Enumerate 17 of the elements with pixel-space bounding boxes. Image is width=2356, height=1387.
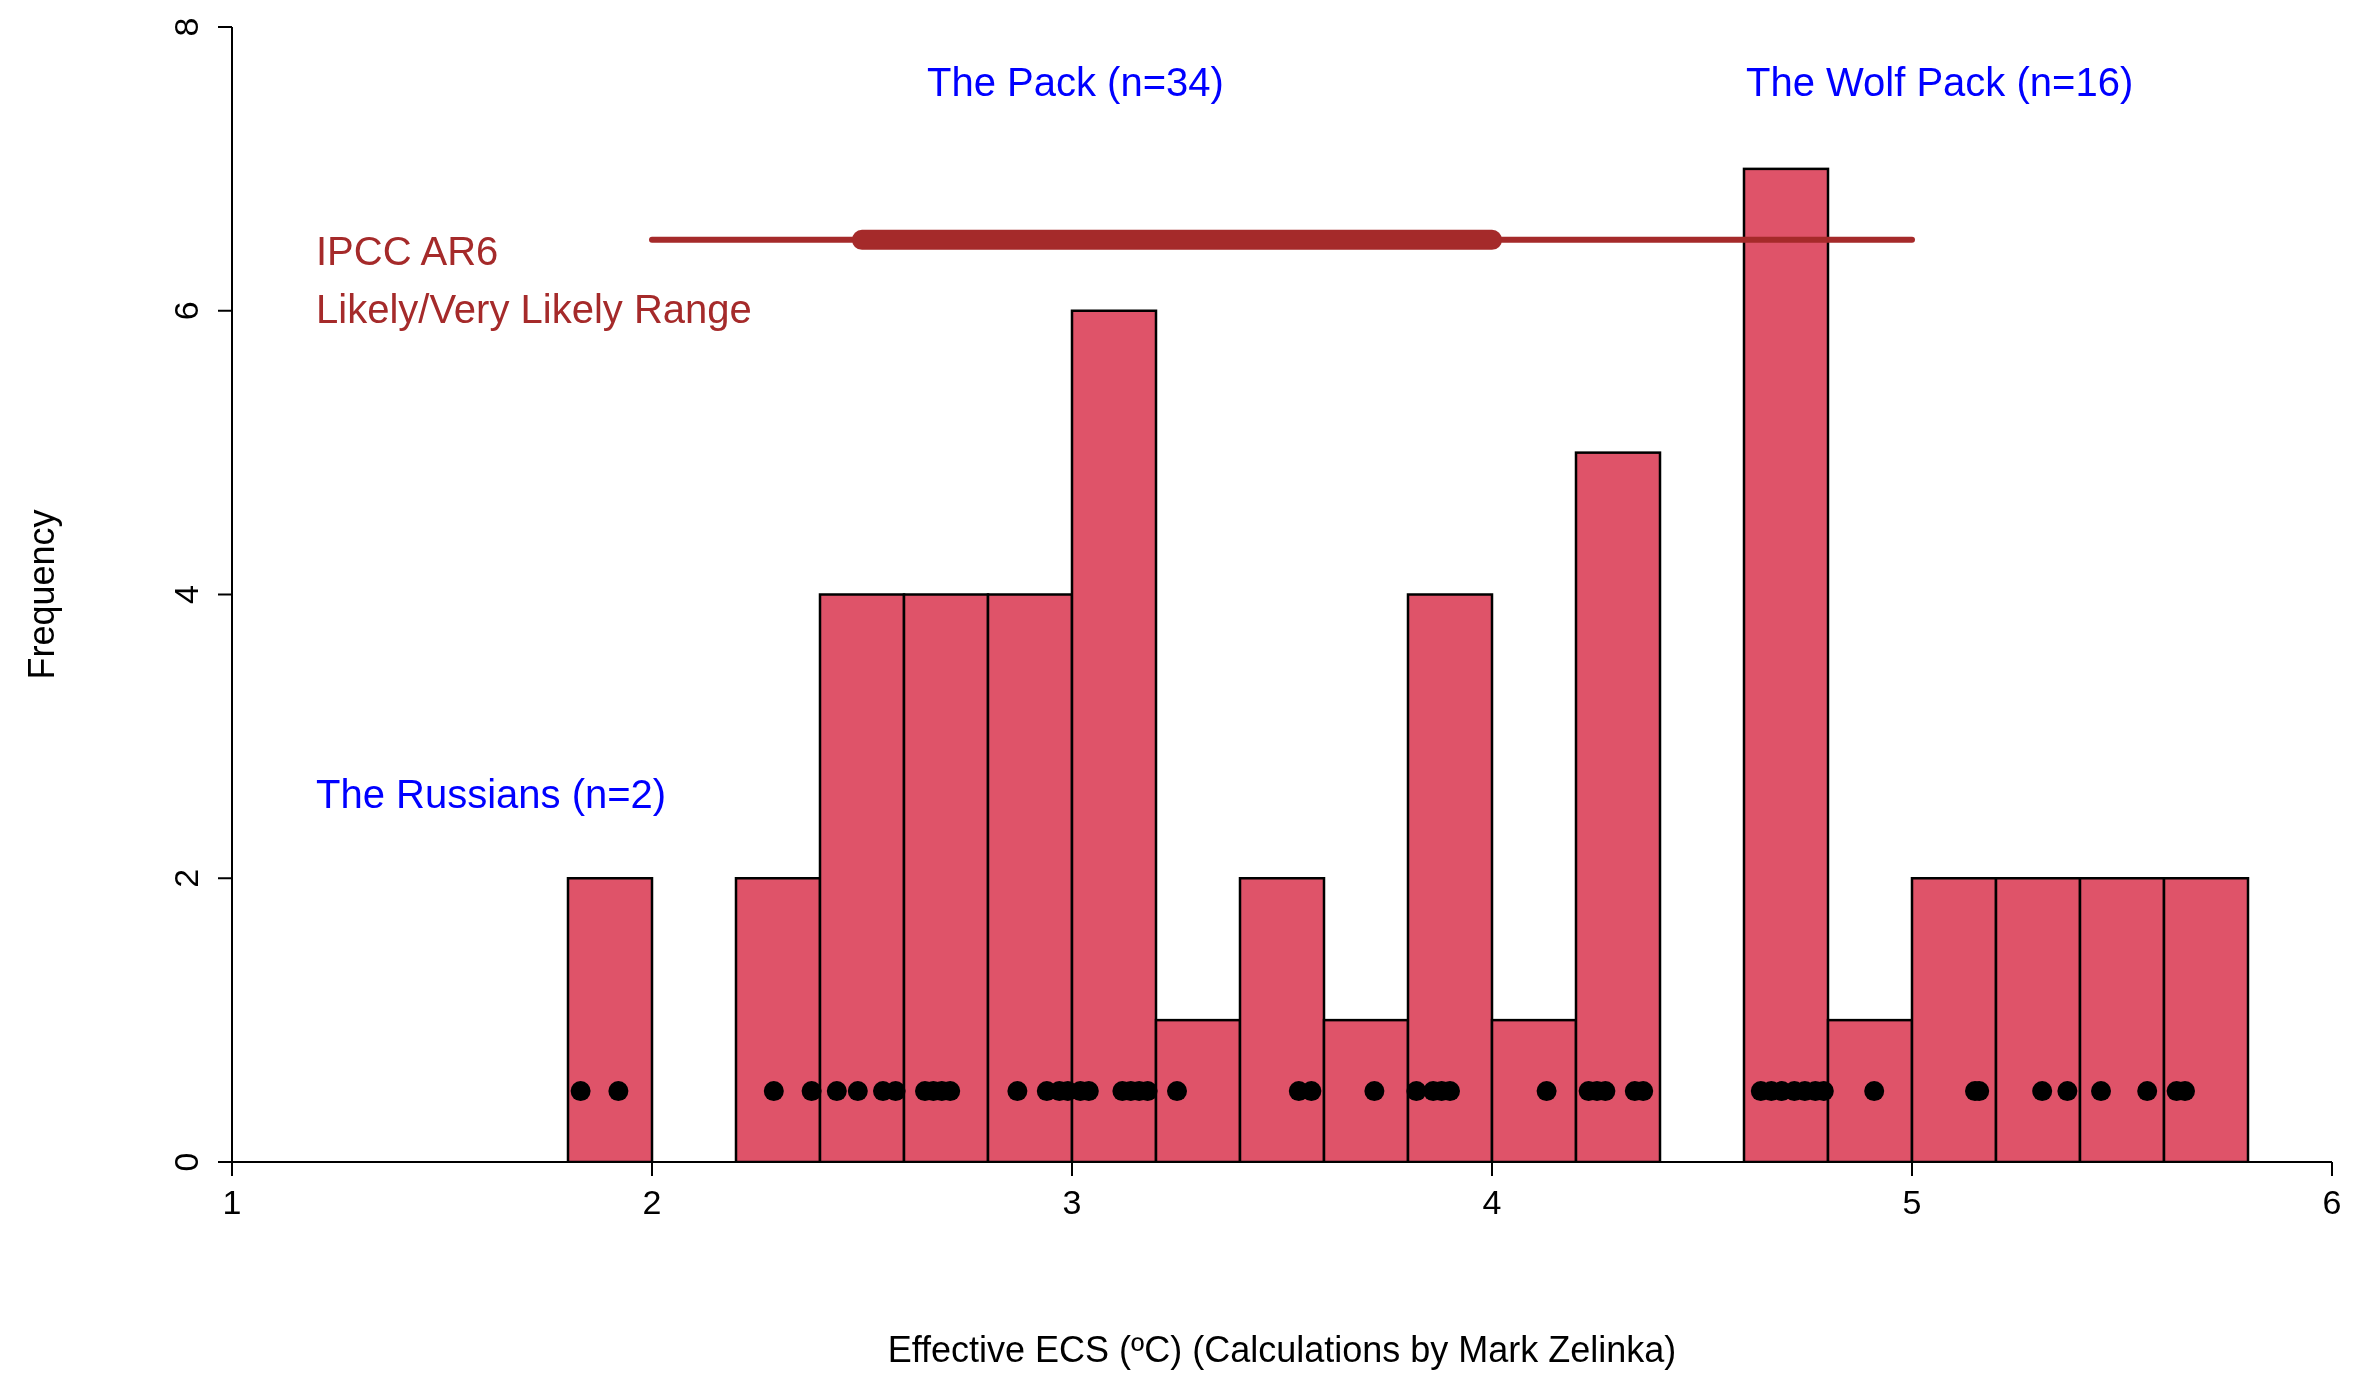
y-tick-label: 0: [167, 1152, 205, 1172]
x-tick-label: 4: [1482, 1183, 1502, 1222]
y-tick-label: 8: [167, 17, 205, 37]
y-tick-label: 2: [167, 868, 205, 888]
x-axis-title: Effective ECS (ºC) (Calculations by Mark Zelinka): [887, 1329, 1677, 1370]
y-tick-label: 6: [167, 301, 205, 321]
y-tick-label: 4: [167, 585, 205, 604]
x-tick-label: 1: [222, 1183, 242, 1222]
annotation: The Pack (n=34): [927, 60, 1224, 104]
annotation: The Wolf Pack (n=16): [1746, 60, 2134, 104]
x-tick-label: 5: [1902, 1183, 1922, 1222]
annotation: The Russians (n=2): [316, 772, 667, 816]
x-tick-label: 2: [642, 1183, 662, 1222]
x-tick-label: 3: [1062, 1183, 1082, 1222]
x-tick-label: 6: [2322, 1183, 2342, 1222]
annotation: IPCC AR6 Likely/Very Likely Range: [316, 229, 752, 331]
y-axis-title: Frequency: [21, 509, 62, 680]
